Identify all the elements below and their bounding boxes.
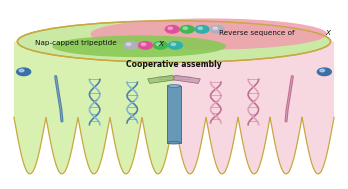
Circle shape [198,27,203,29]
Text: Reverse sequence of: Reverse sequence of [219,29,297,36]
Circle shape [156,43,161,46]
Text: $\mathit{X}$: $\mathit{X}$ [325,28,333,37]
Circle shape [124,42,137,49]
Circle shape [171,43,176,46]
Ellipse shape [17,21,331,62]
Ellipse shape [167,141,181,144]
Polygon shape [148,75,175,83]
Polygon shape [14,42,174,174]
Circle shape [126,43,131,46]
Circle shape [139,42,152,49]
Circle shape [180,26,194,33]
Circle shape [317,68,331,76]
Ellipse shape [52,36,226,57]
Circle shape [168,42,182,49]
Polygon shape [174,42,334,174]
Circle shape [17,68,31,76]
Circle shape [213,27,218,29]
Circle shape [210,26,224,33]
Circle shape [168,27,173,29]
Circle shape [195,26,209,33]
Text: Cooperative assembly: Cooperative assembly [126,60,222,69]
Circle shape [141,43,146,46]
Circle shape [183,27,188,29]
Ellipse shape [167,85,181,87]
Circle shape [320,69,325,72]
Circle shape [153,42,167,49]
Circle shape [165,26,179,33]
Text: Nap-capped tripeptide: Nap-capped tripeptide [35,40,119,46]
Text: $\mathit{X}$: $\mathit{X}$ [158,39,166,48]
Bar [167,86,181,143]
Polygon shape [173,75,200,83]
Ellipse shape [90,19,327,50]
Circle shape [19,69,24,72]
